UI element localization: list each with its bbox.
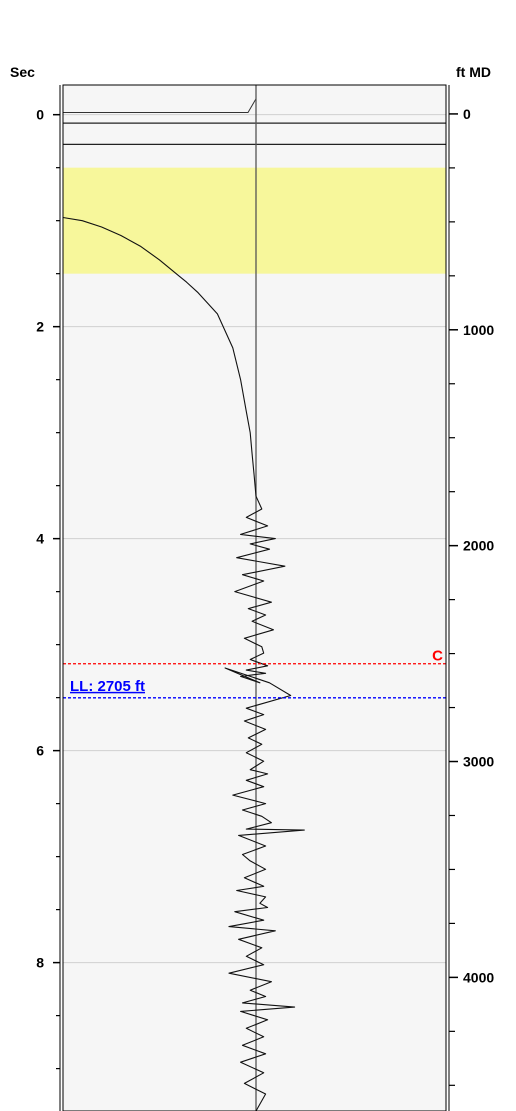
right-tick-label: 2000 [463, 538, 494, 554]
marker-layer: C LL: 2705 ft [63, 648, 446, 699]
left-axis-title: Sec [10, 64, 35, 80]
log-trace-line [224, 495, 305, 1111]
right-tick-label: 0 [463, 106, 471, 122]
left-tick-label: 4 [36, 531, 44, 547]
highlight-band [63, 167, 446, 274]
right-axis: 0 1000 2000 3000 4000 [448, 85, 494, 1111]
grid-layer [63, 114, 446, 964]
left-axis: 0 2 4 6 8 [36, 85, 61, 1111]
marker-ll-label: LL: 2705 ft [70, 678, 145, 695]
right-tick-label: 4000 [463, 969, 494, 985]
horizontal-lines [63, 98, 446, 146]
top-step-line [63, 98, 257, 114]
left-tick-label: 8 [36, 955, 44, 971]
left-tick-label: 0 [36, 107, 44, 123]
right-tick-label: 3000 [463, 754, 494, 770]
right-tick-label: 1000 [463, 322, 494, 338]
series-layer [62, 216, 305, 1111]
plot-frame [62, 84, 447, 1111]
marker-c-label: C [432, 648, 443, 665]
velocity-curve-line [62, 216, 257, 497]
left-tick-label: 2 [36, 319, 44, 335]
left-tick-label: 6 [36, 743, 44, 759]
right-axis-title: ft MD [456, 64, 491, 80]
